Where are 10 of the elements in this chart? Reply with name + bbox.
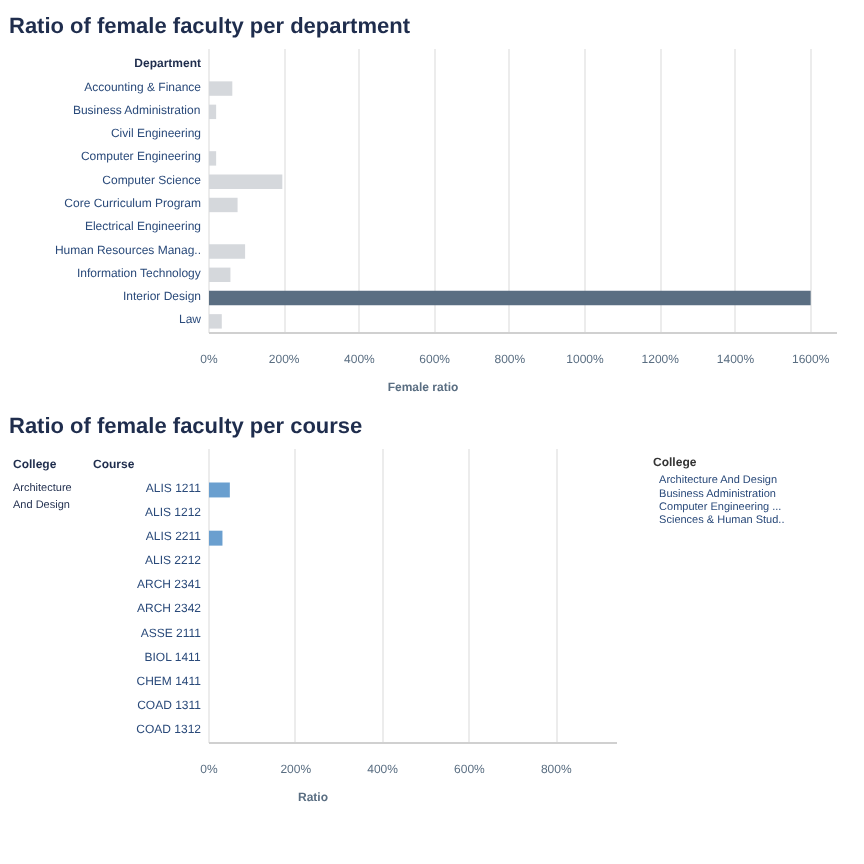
bar	[209, 290, 811, 306]
bar	[209, 104, 217, 120]
bar	[209, 151, 217, 166]
bar	[209, 244, 246, 259]
bar	[209, 267, 231, 283]
bar	[209, 197, 238, 213]
bar	[209, 81, 233, 96]
chart-title: Ratio of female faculty per department	[9, 15, 411, 39]
chart-title: Ratio of female faculty per course	[9, 415, 363, 439]
bar	[209, 174, 283, 189]
